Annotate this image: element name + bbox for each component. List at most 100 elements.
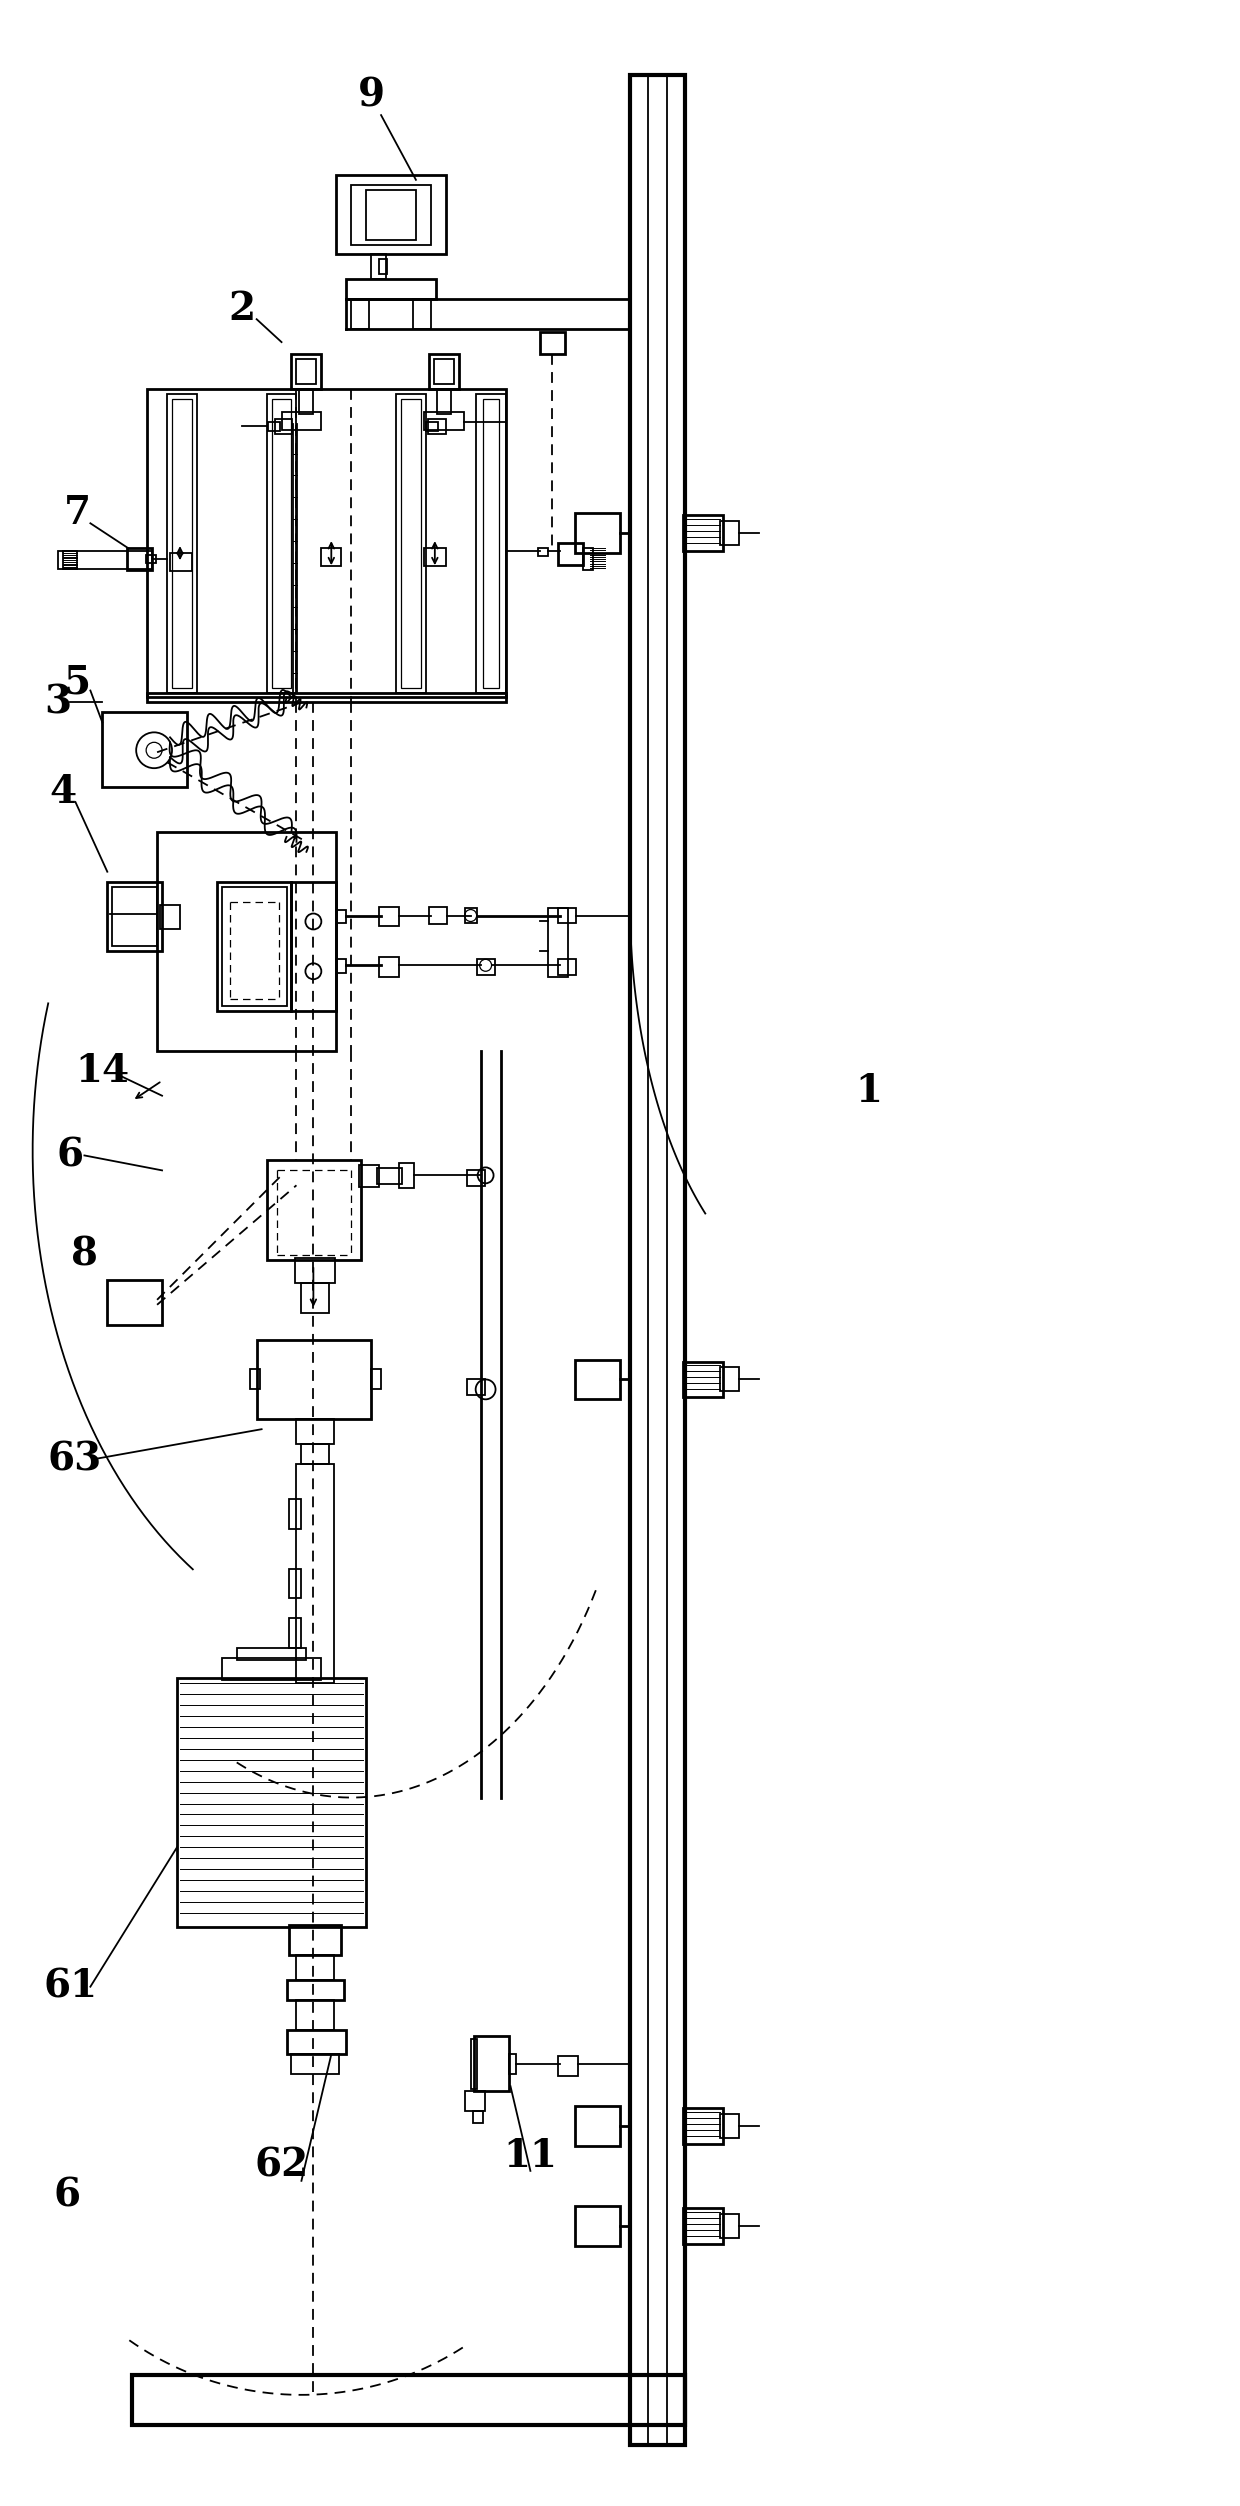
Text: 1: 1 [856,1073,883,1110]
Bar [267,1160,361,1261]
Bar [296,2000,335,2030]
Bar [425,421,438,431]
Bar [558,960,577,975]
Bar [351,185,430,246]
Text: 11: 11 [503,2138,558,2175]
Bar [296,1464,335,1684]
Bar [281,411,321,429]
Bar [291,882,336,1010]
Bar [133,2376,684,2426]
Text: 5: 5 [64,664,91,702]
Bar [286,1980,345,2000]
Bar [222,887,286,1005]
Bar [289,1925,341,1955]
Bar [575,2105,620,2145]
Bar [558,907,577,925]
Text: 9: 9 [357,75,384,115]
Bar [630,75,684,2446]
Bar [296,358,316,383]
Bar [148,692,506,702]
Bar [377,1168,402,1185]
Bar [351,298,370,328]
Bar [299,388,314,413]
Text: 3: 3 [43,684,71,722]
Bar [424,411,464,429]
Bar [558,2057,578,2077]
Bar [172,398,192,687]
Bar [434,358,454,383]
Bar [428,419,446,434]
Bar [291,353,321,388]
Bar [108,882,162,952]
Bar [346,278,435,298]
Text: 62: 62 [254,2148,309,2185]
Text: 4: 4 [48,772,76,812]
Text: 7: 7 [64,494,91,531]
Bar [371,1368,381,1388]
Bar [167,393,197,692]
Bar [538,549,548,556]
Bar [476,960,495,975]
Bar [719,521,739,546]
Bar [465,2090,485,2110]
Bar [360,1165,379,1188]
Bar [366,190,415,241]
Bar [289,1619,301,1649]
Bar [401,398,420,687]
Bar [508,2055,517,2075]
Bar [272,398,291,687]
Bar [237,1649,306,1659]
Bar [575,1361,620,1398]
Bar [170,554,192,571]
Text: 6: 6 [53,2178,81,2215]
Bar [683,516,723,551]
Bar [108,1281,162,1326]
Bar [413,298,430,328]
Bar [465,907,476,925]
Bar [336,910,346,925]
Bar [103,712,187,787]
Bar [719,2213,739,2238]
Bar [482,398,498,687]
Bar [257,1341,371,1418]
Bar [424,549,446,566]
Bar [289,1569,301,1599]
Bar [148,388,506,697]
Bar [267,393,296,692]
Bar [296,1418,335,1443]
Bar [157,832,336,1050]
Text: 2: 2 [228,291,255,328]
Bar [321,549,341,566]
Bar [719,1368,739,1391]
Bar [113,887,157,947]
Bar [429,353,459,388]
Bar [396,393,425,692]
Bar [541,333,565,353]
Bar [575,514,620,554]
Bar [296,1955,335,1980]
Bar [301,1443,330,1464]
Text: 6: 6 [57,1135,84,1175]
Bar [222,1659,321,1679]
Bar [295,1258,335,1283]
Bar [274,419,293,434]
Bar [683,2208,723,2243]
Bar [289,1499,301,1529]
Bar [471,2040,476,2090]
Bar [217,882,291,1010]
Bar [558,544,583,564]
Text: 14: 14 [76,1053,129,1090]
Bar [379,907,399,927]
Bar [399,1163,414,1188]
Bar [436,388,451,413]
Bar [57,551,77,569]
Bar [379,957,399,977]
Bar [268,421,279,431]
Bar [466,1170,485,1185]
Bar [371,256,386,278]
Bar [128,549,153,569]
Bar [336,960,346,972]
Bar [160,905,180,930]
Bar [474,2037,508,2090]
Bar [286,2030,346,2055]
